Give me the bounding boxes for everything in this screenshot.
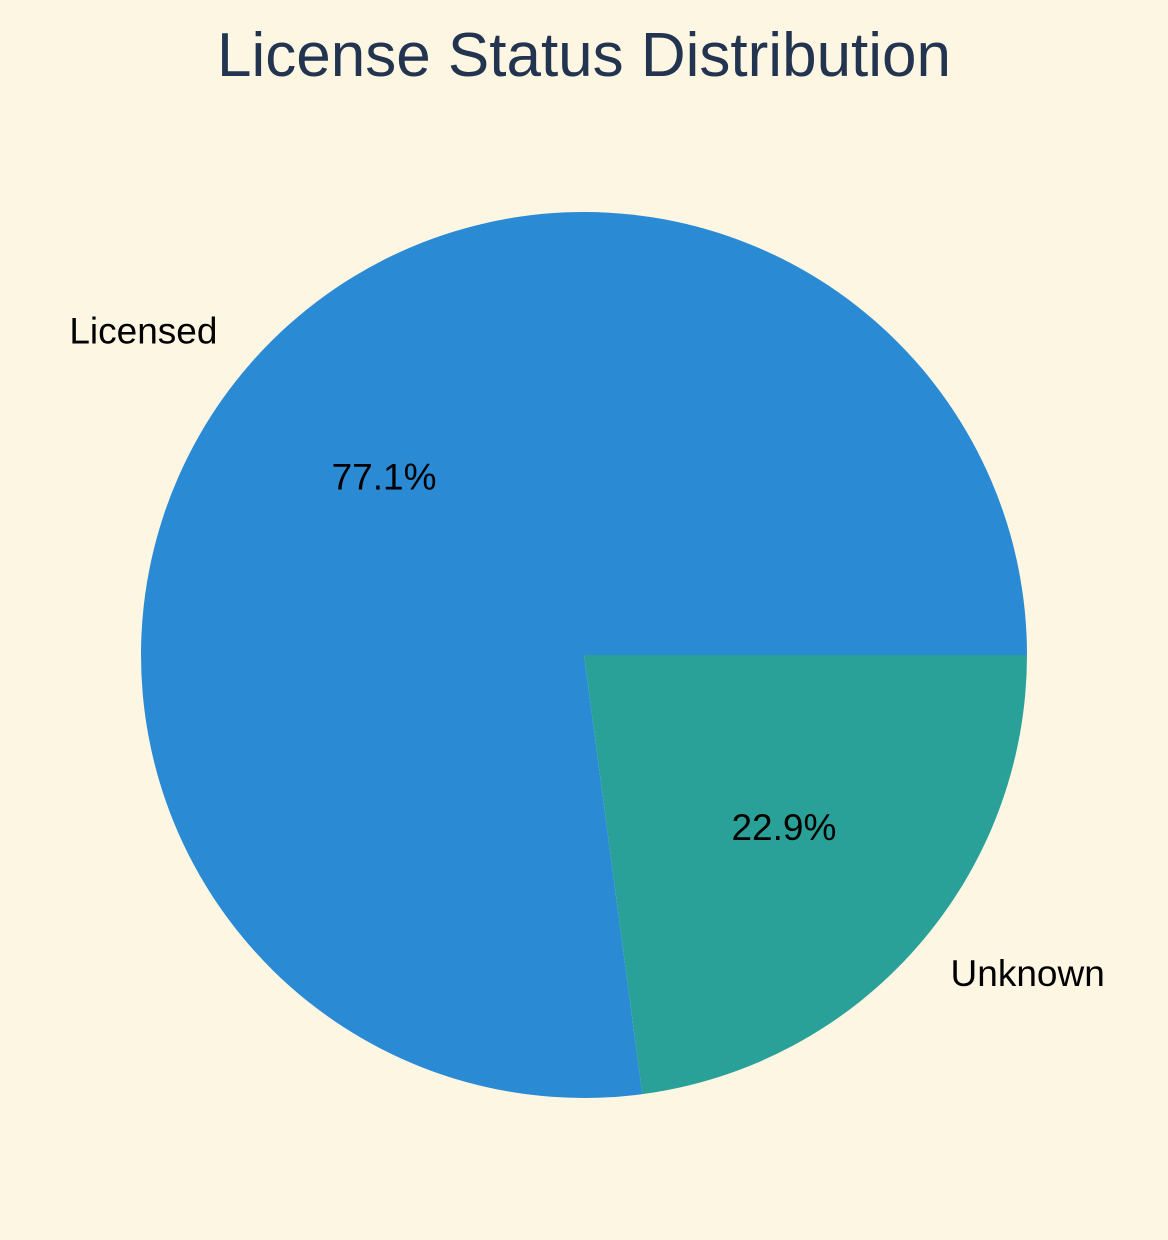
pie-slice-unknown: [584, 655, 1027, 1095]
pie-label-licensed: Licensed: [69, 311, 217, 352]
pie-slice-licensed: [141, 211, 1027, 1098]
pie-pct-label-licensed: 77.1%: [332, 457, 437, 498]
chart-title: License Status Distribution: [216, 21, 952, 90]
pie-label-unknown: Unknown: [951, 953, 1105, 994]
pie-pct-label-unknown: 22.9%: [731, 807, 836, 848]
